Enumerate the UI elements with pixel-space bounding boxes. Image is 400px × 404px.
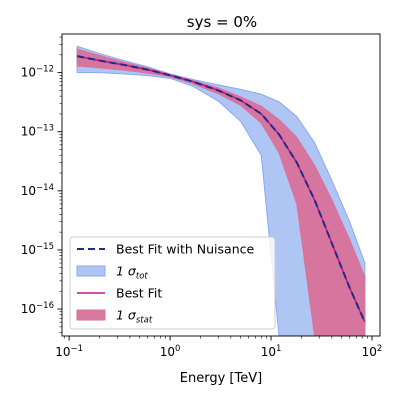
line-best-fit-with-nuisance xyxy=(76,55,366,323)
legend-box xyxy=(69,236,276,330)
legend-label-subscript: tot xyxy=(136,272,149,282)
y-tick-label: 10−12 xyxy=(21,65,54,80)
legend-swatch-tot xyxy=(76,265,106,277)
x-tick-base: 10 xyxy=(160,345,175,359)
y-tick-exponent: −16 xyxy=(36,301,54,311)
x-tick-label: 10−1 xyxy=(55,344,83,359)
legend-swatch-stat xyxy=(76,309,106,321)
y-tick-base: 10 xyxy=(21,243,36,257)
x-tick-label: 100 xyxy=(160,344,181,359)
plot-frame xyxy=(61,33,381,337)
legend-label-main: 1 σ xyxy=(116,264,137,279)
legend-label-tot: 1 σtot xyxy=(116,264,148,282)
legend-label-subscript: stat xyxy=(136,316,153,326)
y-tick-label: 10−13 xyxy=(21,124,54,139)
y-tick-base: 10 xyxy=(21,125,36,139)
y-tick-label: 10−14 xyxy=(21,183,54,198)
y-tick-exponent: −13 xyxy=(36,124,54,134)
x-tick-exponent: −1 xyxy=(71,344,84,354)
y-tick-base: 10 xyxy=(21,66,36,80)
band-tot xyxy=(76,45,366,336)
band-stat xyxy=(76,48,366,336)
x-tick-label: 101 xyxy=(261,344,282,359)
x-tick-exponent: 2 xyxy=(377,344,382,354)
x-tick-base: 10 xyxy=(362,345,377,359)
x-tick-exponent: 0 xyxy=(175,344,180,354)
y-tick-exponent: −14 xyxy=(36,183,54,193)
bands-layer xyxy=(76,45,366,336)
legend-label-best-fit: Best Fit xyxy=(116,286,162,301)
y-tick-label: 10−15 xyxy=(21,242,54,257)
y-tick-base: 10 xyxy=(21,184,36,198)
x-axis-label: Energy [TeV] xyxy=(180,371,262,386)
x-tick-exponent: 1 xyxy=(276,344,281,354)
legend-label-best-fit-with-nuisance: Best Fit with Nuisance xyxy=(116,242,254,257)
chart-title: sys = 0% xyxy=(187,13,257,31)
y-tick-base: 10 xyxy=(21,302,36,316)
y-tick-exponent: −12 xyxy=(36,65,54,75)
x-tick-base: 10 xyxy=(55,345,70,359)
y-tick-exponent: −15 xyxy=(36,242,54,252)
lines-layer xyxy=(76,55,366,323)
legend-label-stat: 1 σstat xyxy=(116,308,153,326)
x-axis: 10−1 100 101 102 xyxy=(55,336,382,359)
x-tick-base: 10 xyxy=(261,345,276,359)
legend-label-main: 1 σ xyxy=(116,308,137,323)
y-tick-label: 10−16 xyxy=(21,301,54,316)
x-tick-label: 102 xyxy=(362,344,383,359)
